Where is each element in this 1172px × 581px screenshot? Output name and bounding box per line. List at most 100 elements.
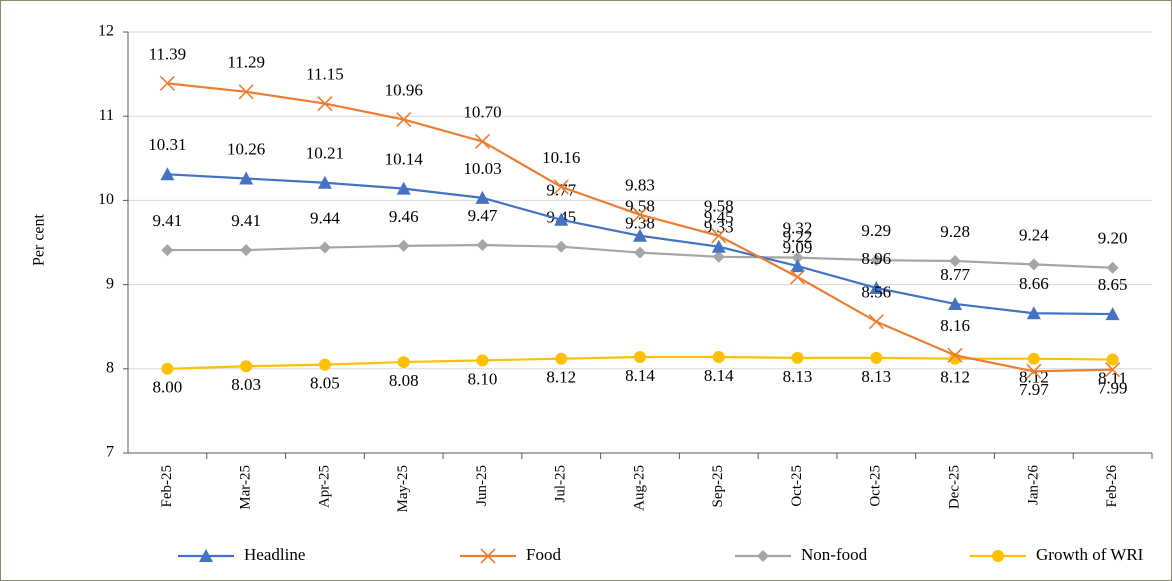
point [553,179,569,195]
data-label: 8.13 [783,367,813,386]
point [476,354,489,367]
y-axis-title: Per cent [31,213,48,266]
y-tick-label: 7 [106,444,114,461]
data-label: 9.41 [153,211,183,230]
data-label: 11.29 [227,53,265,72]
data-label: 7.97 [1019,380,1049,399]
data-label: 8.77 [940,265,970,284]
point [712,351,725,364]
point [240,244,253,257]
data-label: 10.26 [227,139,265,158]
data-label: 9.58 [625,197,655,216]
data-label: 8.12 [1019,368,1049,387]
point [791,251,804,264]
data-label: 9.58 [704,197,734,216]
data-label: 9.47 [468,206,498,225]
point [790,259,805,273]
point [1105,307,1120,321]
data-label: 8.14 [704,366,734,385]
data-label: 8.96 [861,249,891,268]
point [1105,362,1121,378]
data-label: 8.10 [468,369,498,388]
point [870,351,883,364]
legend-marker [480,548,496,564]
x-tick-label: Apr-25 [316,465,332,508]
data-label: 9.33 [704,218,734,237]
x-tick-label: Aug-25 [631,465,647,511]
point [870,254,883,267]
data-label: 8.05 [310,373,340,392]
point [161,362,174,375]
data-label: 10.03 [463,159,501,178]
data-label: 8.12 [940,368,970,387]
point [1026,306,1041,320]
point [1026,363,1042,379]
point [159,75,175,91]
point [632,207,648,223]
data-label: 10.21 [306,144,344,163]
point [474,133,491,150]
point [949,255,962,268]
data-label: 9.20 [1098,229,1128,248]
point [712,250,725,263]
x-tick-label: Oct-25 [868,465,884,507]
point [554,212,569,226]
point [317,175,332,189]
data-label: 8.00 [153,378,183,397]
data-label: 8.14 [625,366,655,385]
x-tick-label: Oct-25 [789,465,805,507]
data-label: 9.22 [783,227,813,246]
data-label: 8.56 [861,283,891,302]
point [160,167,175,181]
data-label: 10.31 [148,135,186,154]
data-label: 9.28 [940,222,970,241]
point [238,84,254,100]
data-label: 9.29 [861,221,891,240]
data-label: 9.41 [231,211,261,230]
point [475,190,490,204]
data-label: 8.65 [1098,275,1128,294]
data-label: 9.45 [704,208,734,227]
x-tick-label: Jul-25 [553,465,569,503]
data-label: 9.83 [625,176,655,195]
point [948,296,963,310]
legend-label: Food [526,545,561,564]
data-label: 9.38 [625,214,655,233]
point [947,347,963,363]
data-label: 8.08 [389,371,419,390]
point [1106,353,1119,366]
data-label: 8.11 [1098,368,1127,387]
x-tick-label: Feb-26 [1104,465,1120,508]
legend-label: Growth of WRI [1036,545,1144,564]
y-tick-label: 12 [98,23,114,40]
data-label: 11.15 [306,64,344,83]
x-tick-label: Mar-25 [238,465,254,510]
point [397,356,410,369]
data-label: 8.16 [940,316,970,335]
x-tick-label: May-25 [395,465,411,513]
data-label: 9.77 [546,181,576,200]
point [396,112,412,128]
point [634,351,646,364]
data-label: 8.66 [1019,274,1049,293]
data-label: 8.13 [861,367,891,386]
x-tick-label: Feb-25 [159,465,175,508]
point [317,96,333,112]
point [791,351,804,364]
data-label: 10.16 [542,148,580,167]
y-tick-label: 8 [106,359,114,376]
x-tick-label: Sep-25 [710,465,726,508]
data-label: 10.14 [385,150,424,169]
data-label: 8.03 [231,375,261,394]
point [868,314,884,330]
point [555,352,568,365]
y-tick-label: 9 [106,275,114,292]
legend-label: Headline [244,545,305,564]
data-label: 7.99 [1098,379,1128,398]
legend-marker [992,550,1004,562]
point [1027,352,1040,365]
point [1027,258,1040,271]
legend-marker [199,549,213,562]
point [240,360,253,373]
point [711,239,726,253]
